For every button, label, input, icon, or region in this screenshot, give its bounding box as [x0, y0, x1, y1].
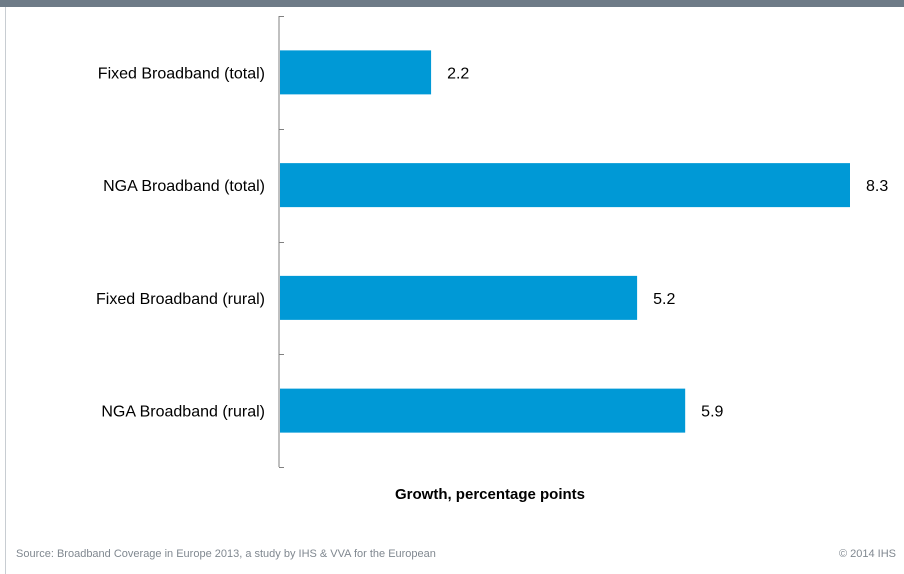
frame-border [0, 7, 6, 574]
category-label: NGA Broadband (rural) [101, 404, 265, 421]
data-label: 2.2 [447, 65, 469, 82]
bar [280, 388, 686, 433]
bar [280, 275, 638, 320]
data-label: 5.2 [653, 291, 675, 308]
copyright-note: © 2014 IHS [838, 548, 896, 560]
bar [280, 50, 432, 95]
x-axis-title: Growth, percentage points [394, 486, 586, 503]
data-label: 8.3 [866, 178, 888, 195]
category-label: NGA Broadband (total) [103, 178, 265, 195]
category-label: Fixed Broadband (total) [98, 65, 265, 82]
category-label: Fixed Broadband (rural) [96, 291, 265, 308]
header-band [0, 0, 904, 7]
data-label: 5.9 [701, 404, 723, 421]
source-note: Source: Broadband Coverage in Europe 201… [16, 548, 436, 560]
bar [280, 163, 850, 208]
